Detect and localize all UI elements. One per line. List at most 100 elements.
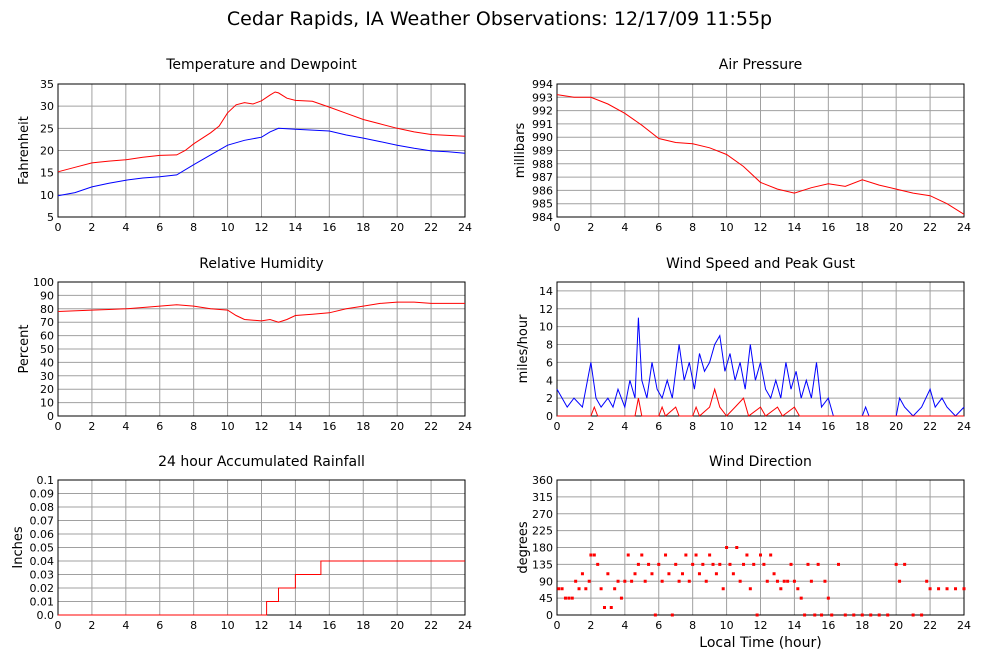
temp-x-tick-label: 2 xyxy=(88,221,95,234)
temp-x-tick-label: 0 xyxy=(55,221,62,234)
direction-point xyxy=(677,579,681,583)
direction-point xyxy=(570,596,574,600)
temp-title: Temperature and Dewpoint xyxy=(165,57,357,73)
wind-frame xyxy=(556,281,965,417)
rain-y-tick-label: 0.06 xyxy=(30,528,55,541)
temp-y-tick-label: 20 xyxy=(40,145,54,158)
pressure-series-line-red xyxy=(556,94,965,215)
pressure-x-tick-label: 10 xyxy=(720,221,734,234)
direction-y-tick-label: 270 xyxy=(532,508,553,521)
pressure-title: Air Pressure xyxy=(719,57,802,73)
temp-x-tick-label: 8 xyxy=(190,221,197,234)
direction-point xyxy=(674,562,678,566)
humidity-x-tick-label: 6 xyxy=(156,420,163,433)
temp-x-tick-label: 24 xyxy=(458,221,472,234)
pressure-y-tick-label: 984 xyxy=(532,211,553,224)
wind-x-tick-label: 8 xyxy=(689,420,696,433)
pressure-y-tick-label: 993 xyxy=(532,91,553,104)
direction-point xyxy=(748,587,752,591)
wind-series-line-red xyxy=(557,387,964,417)
pressure-x-tick-label: 0 xyxy=(554,221,561,234)
direction-point xyxy=(691,562,695,566)
direction-point xyxy=(759,553,762,557)
direction-point xyxy=(592,553,596,557)
page-title: Cedar Rapids, IA Weather Observations: 1… xyxy=(226,8,773,30)
direction-point xyxy=(937,587,941,591)
temp-x-tick-label: 18 xyxy=(356,221,370,234)
direction-point xyxy=(721,587,725,591)
humidity-x-tick-label: 16 xyxy=(322,420,336,433)
direction-point xyxy=(762,562,766,566)
direction-point xyxy=(745,553,749,557)
rain-x-tick-label: 4 xyxy=(122,619,129,632)
pressure-y-tick-label: 992 xyxy=(532,105,553,118)
pressure-x-tick-label: 16 xyxy=(821,221,835,234)
direction-point xyxy=(650,572,654,576)
pressure-y-tick-label: 994 xyxy=(532,78,553,91)
humidity-series-line-red xyxy=(57,301,465,323)
wind-y-tick-label: 0 xyxy=(546,410,553,423)
direction-point xyxy=(852,613,856,617)
direction-point xyxy=(599,587,603,591)
temp-x-tick-label: 6 xyxy=(156,221,163,234)
humidity-x-tick-label: 0 xyxy=(55,420,62,433)
humidity-x-tick-label: 18 xyxy=(356,420,370,433)
direction-point xyxy=(653,613,657,617)
wind-x-tick-label: 10 xyxy=(720,420,734,433)
humidity-x-tick-label: 24 xyxy=(458,420,472,433)
humidity-x-tick-label: 10 xyxy=(221,420,235,433)
direction-point xyxy=(574,579,578,583)
direction-point xyxy=(769,553,773,557)
rain-x-tick-label: 2 xyxy=(88,619,95,632)
direction-point xyxy=(714,572,718,576)
direction-point xyxy=(660,579,664,583)
direction-point xyxy=(643,579,647,583)
direction-point xyxy=(823,579,827,583)
temp-x-tick-label: 12 xyxy=(255,221,269,234)
direction-x-tick-label: 6 xyxy=(655,619,662,632)
rain-y-tick-label: 0.07 xyxy=(30,515,55,528)
pressure-y-axis-label: millibars xyxy=(513,123,528,179)
rain-x-tick-label: 6 xyxy=(156,619,163,632)
direction-point xyxy=(820,613,824,617)
wind-y-tick-label: 4 xyxy=(546,374,553,387)
rain-y-tick-label: 0.0 xyxy=(37,609,55,622)
direction-point xyxy=(920,613,924,617)
rain-title: 24 hour Accumulated Rainfall xyxy=(158,454,365,470)
pressure-x-tick-label: 2 xyxy=(587,221,594,234)
direction-point xyxy=(779,587,783,591)
direction-y-tick-label: 0 xyxy=(546,609,553,622)
direction-y-tick-label: 180 xyxy=(532,542,553,555)
direction-x-tick-label: 10 xyxy=(720,619,734,632)
rain-y-tick-label: 0.03 xyxy=(30,569,55,582)
rain-x-tick-label: 12 xyxy=(255,619,269,632)
pressure-x-tick-label: 24 xyxy=(957,221,971,234)
rain-y-tick-label: 0.05 xyxy=(30,542,55,555)
temp-y-tick-label: 30 xyxy=(40,100,54,113)
direction-point xyxy=(799,596,803,600)
temp-y-axis-label: Fahrenheit xyxy=(17,116,32,185)
direction-point xyxy=(630,579,634,583)
direction-x-tick-label: 20 xyxy=(889,619,903,632)
pressure-y-tick-label: 988 xyxy=(532,158,553,171)
direction-point xyxy=(718,562,722,566)
direction-point xyxy=(782,579,786,583)
wind-y-tick-label: 8 xyxy=(546,339,553,352)
direction-point xyxy=(697,572,701,576)
direction-point xyxy=(894,562,898,566)
temp-x-tick-label: 20 xyxy=(390,221,404,234)
temp-x-tick-label: 14 xyxy=(288,221,302,234)
direction-point xyxy=(701,562,705,566)
direction-point xyxy=(860,613,864,617)
direction-point xyxy=(735,546,739,549)
wind-x-tick-label: 24 xyxy=(957,420,971,433)
direction-point xyxy=(755,613,759,617)
direction-point xyxy=(826,596,830,600)
pressure-y-tick-label: 990 xyxy=(532,131,553,144)
humidity-x-tick-label: 12 xyxy=(255,420,269,433)
direction-x-axis-label: Local Time (hour) xyxy=(699,635,822,651)
direction-point xyxy=(640,553,644,557)
direction-point xyxy=(869,613,873,617)
